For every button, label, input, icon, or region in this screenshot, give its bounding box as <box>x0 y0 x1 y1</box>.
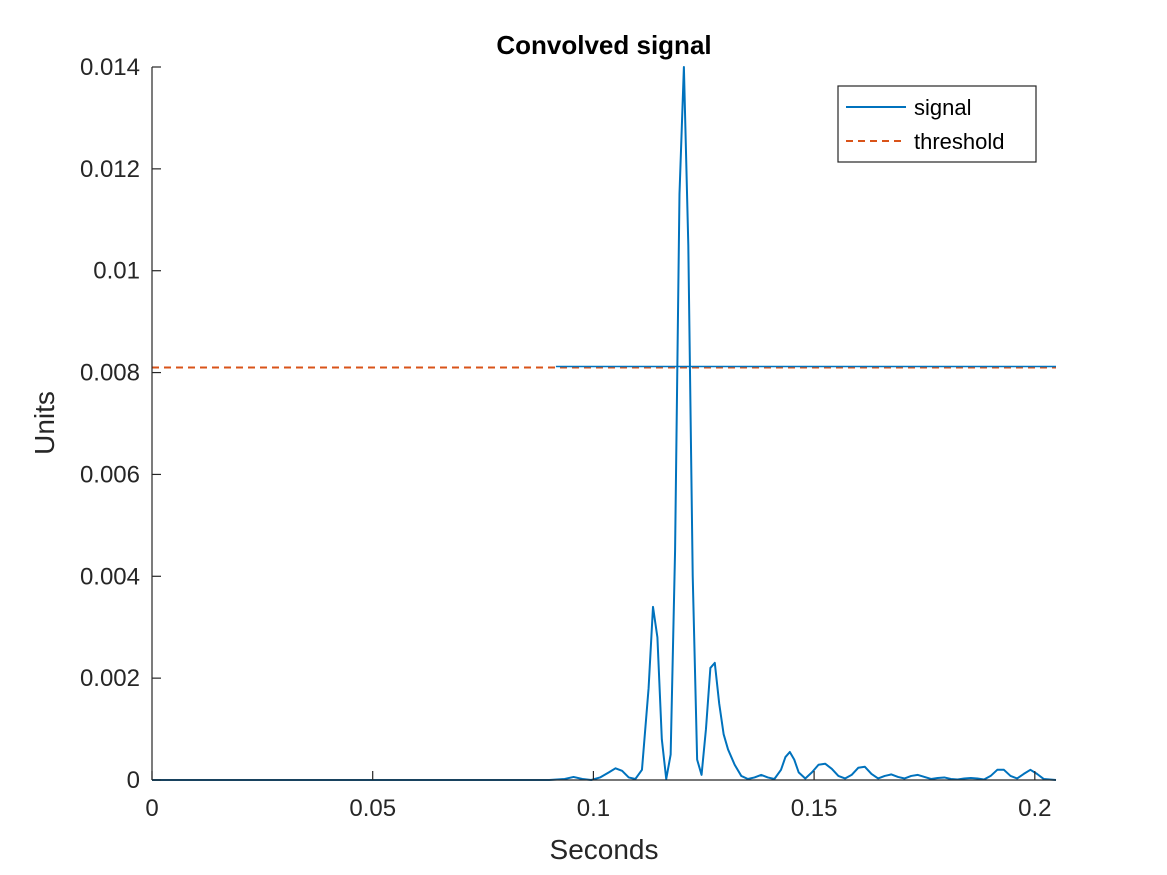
y-tick-label: 0.002 <box>80 665 140 692</box>
legend-threshold-label: threshold <box>914 129 1005 154</box>
y-tick-label: 0.014 <box>80 54 140 81</box>
chart-title: Convolved signal <box>496 30 711 60</box>
x-tick-label: 0 <box>145 795 158 822</box>
x-axis-label: Seconds <box>550 834 659 865</box>
y-tick-label: 0.006 <box>80 461 140 488</box>
y-tick-label: 0.008 <box>80 360 140 387</box>
series-layer <box>152 66 1057 781</box>
x-tick-label: 0.05 <box>349 795 396 822</box>
y-axis-label: Units <box>29 391 60 455</box>
legend-signal-label: signal <box>914 95 971 120</box>
x-tick-labels: 0 0.05 0.1 0.15 0.2 <box>145 795 1051 822</box>
x-tick-label: 0.2 <box>1018 795 1051 822</box>
x-tick-label: 0.15 <box>791 795 838 822</box>
legend: signal threshold <box>837 85 1037 163</box>
plot-area <box>151 66 1057 781</box>
series-signal-line <box>152 66 1057 781</box>
x-tick-label: 0.1 <box>577 795 610 822</box>
y-tick-label: 0.004 <box>80 563 140 590</box>
y-tick-label: 0 <box>127 767 140 794</box>
legend-box <box>837 85 1037 163</box>
y-tick-label: 0.012 <box>80 156 140 183</box>
axes-layer <box>151 66 1056 781</box>
y-tick-labels: 0 0.002 0.004 0.006 0.008 0.01 0.012 0.014 <box>80 54 140 794</box>
y-tick-label: 0.01 <box>93 258 140 285</box>
